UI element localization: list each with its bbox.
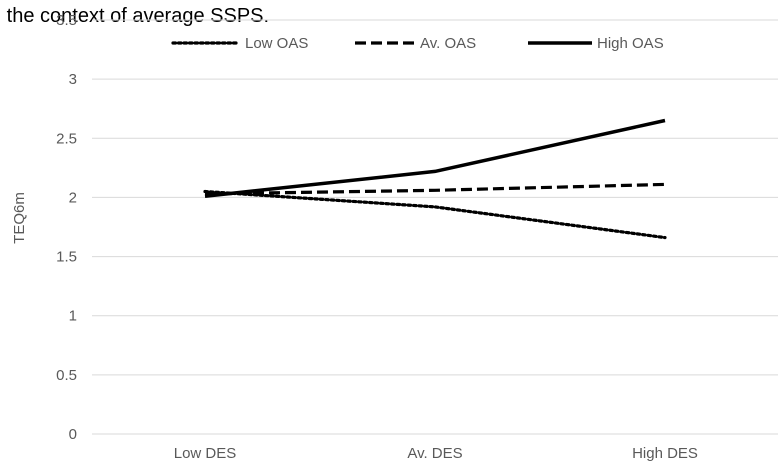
y-tick-label: 2 [69,189,77,206]
gridlines [92,19,778,435]
series-line-av-oas [204,182,666,196]
y-tick-labels: 0 0.5 1 1.5 2 2.5 3 3.5 [56,12,77,443]
series-line-low-oas [203,189,667,240]
y-tick-label: 0 [69,426,77,443]
legend-label: High OAS [597,35,664,52]
y-tick-label: 1.5 [56,249,77,266]
x-tick-labels: Low DES Av. DES High DES [174,445,698,462]
legend-label: Av. OAS [420,35,476,52]
y-axis-title: TEQ6m [11,192,28,244]
y-tick-label: 1 [69,308,77,325]
x-tick-label: High DES [632,445,698,462]
y-tick-label: 2.5 [56,130,77,147]
legend-label: Low OAS [245,35,308,52]
y-tick-label: 3 [69,71,77,88]
y-tick-label: 3.5 [56,12,77,29]
y-tick-label: 0.5 [56,367,77,384]
chart-title: n the context of average SSPS. [0,5,269,27]
x-tick-label: Low DES [174,445,237,462]
series-lines [203,118,667,240]
x-tick-label: Av. DES [407,445,462,462]
legend: Low OAS Av. OAS High OAS [171,35,664,52]
